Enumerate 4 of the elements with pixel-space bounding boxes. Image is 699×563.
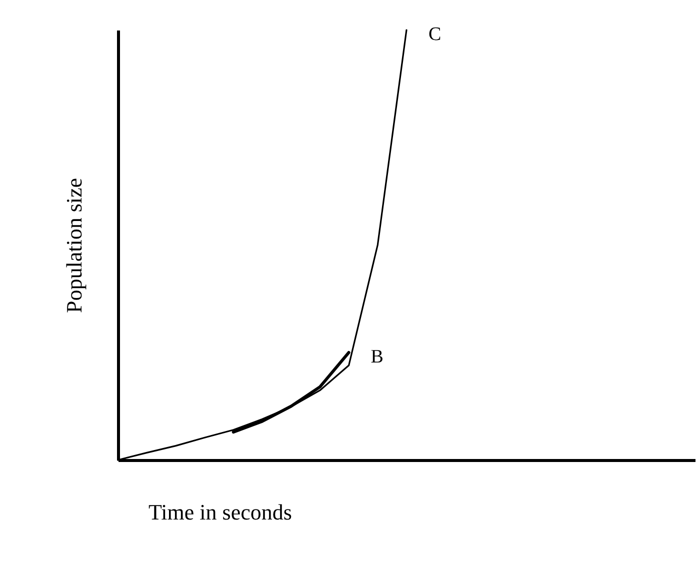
annotation: C bbox=[428, 24, 442, 45]
annotation: B bbox=[370, 346, 384, 368]
y-axis-title: Population size bbox=[62, 178, 86, 314]
x-axis-title: Time in seconds bbox=[148, 500, 292, 524]
